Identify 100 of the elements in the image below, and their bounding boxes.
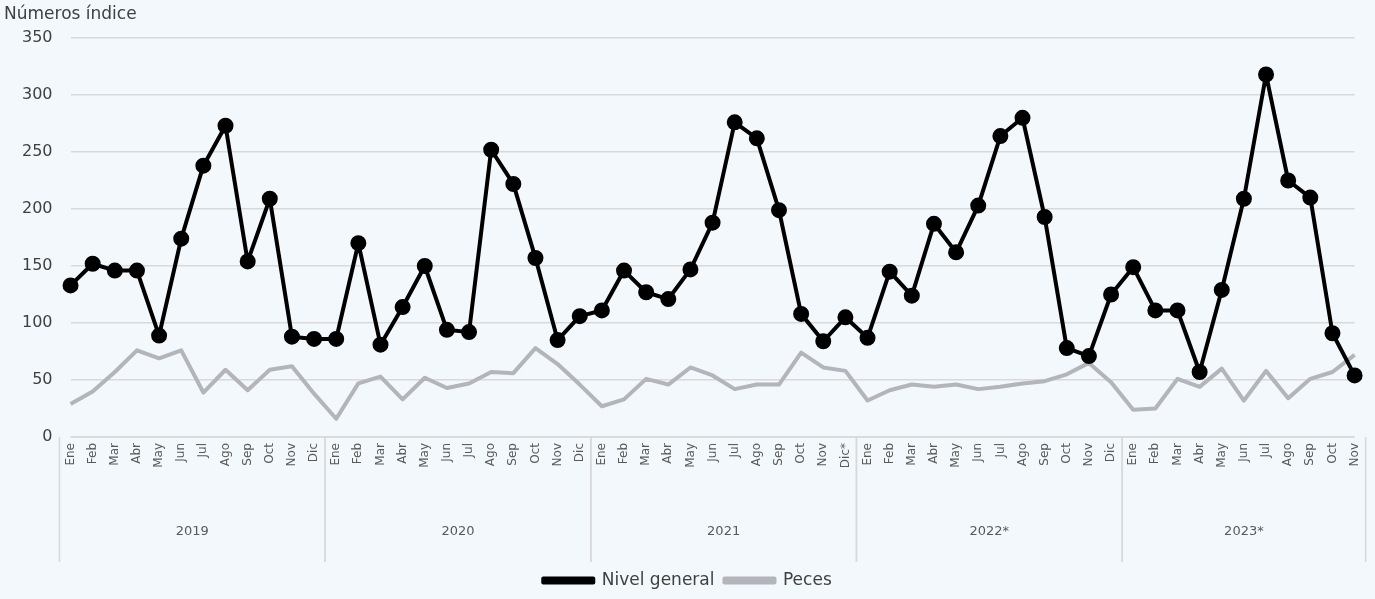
text: 2022* (969, 523, 1010, 539)
point (1080, 348, 1097, 365)
point (726, 114, 743, 131)
point (549, 332, 566, 349)
x-tick-label: Ago (1280, 443, 1295, 467)
x-tick-label: Abr (129, 442, 144, 464)
point (261, 190, 278, 207)
point (239, 253, 256, 270)
point (283, 328, 300, 345)
x-tick-label: Jul (992, 443, 1007, 459)
x-tick-label: Oct (527, 442, 542, 464)
x-tick-label: Jul (195, 443, 210, 459)
y-tick-label: 350 (21, 27, 53, 47)
x-tick-label: Jul (726, 443, 741, 459)
text: 2021 (707, 523, 741, 539)
point (660, 291, 677, 308)
point (306, 330, 323, 347)
x-tick-label: Jun (1236, 443, 1251, 463)
y-tick-label: 50 (32, 369, 53, 389)
x-tick-label: Nov (815, 443, 830, 467)
point (438, 321, 455, 338)
text: 2020 (441, 523, 475, 539)
point (748, 130, 765, 147)
point (992, 128, 1009, 145)
x-tick-label: Jun (704, 443, 719, 463)
x-tick-label: Jun (173, 443, 188, 463)
point (1235, 190, 1252, 207)
y-tick-label: 100 (21, 312, 53, 332)
point (593, 302, 610, 319)
x-tick-label: Mar (106, 442, 121, 466)
x-tick-label: Mar (372, 442, 387, 466)
point (1258, 66, 1275, 83)
x-tick-label: Sep (771, 443, 786, 466)
x-tick-label: Jul (1258, 443, 1273, 459)
point (483, 141, 500, 158)
x-tick-label: Dic* (837, 443, 852, 469)
x-tick-label: Feb (1147, 443, 1162, 465)
x-tick-label: Ago (483, 443, 498, 467)
x-tick-label: Oct (1324, 442, 1339, 464)
y-tick-label: 150 (21, 255, 53, 275)
x-tick-label: Mar (903, 442, 918, 466)
x-tick-label: Oct (1058, 442, 1073, 464)
point (770, 202, 787, 219)
legend-label: Peces (782, 568, 832, 589)
point (704, 214, 721, 231)
point (1280, 172, 1297, 189)
text: 2019 (175, 523, 209, 539)
x-tick-label: Ago (217, 443, 232, 467)
point (151, 327, 168, 344)
x-tick-label: Nov (1081, 443, 1096, 467)
point (195, 157, 212, 174)
x-tick-label: Nov (549, 443, 564, 467)
x-tick-label: Ago (1014, 443, 1029, 467)
point (1058, 340, 1075, 357)
point (84, 255, 101, 272)
x-tick-label: Ene (594, 443, 608, 466)
point (793, 305, 810, 322)
text: 2023* (1224, 523, 1265, 539)
x-tick-label: May (948, 443, 963, 468)
point (837, 309, 854, 326)
x-tick-label: Ene (328, 443, 343, 466)
point (106, 262, 123, 279)
x-tick-label: May (682, 443, 697, 468)
point (350, 235, 367, 252)
x-tick-label: May (416, 443, 431, 468)
point (948, 244, 965, 261)
point (571, 308, 588, 325)
point (1036, 208, 1053, 225)
x-tick-label: Dic (571, 443, 586, 463)
point (1147, 302, 1164, 319)
point (815, 333, 832, 350)
x-tick-label: Ene (1125, 443, 1140, 466)
point (505, 175, 522, 192)
point (1346, 367, 1363, 384)
point (173, 230, 190, 247)
x-tick-label: Abr (394, 442, 409, 464)
point (970, 197, 987, 214)
x-tick-label: Abr (660, 442, 675, 464)
point (1125, 259, 1142, 276)
point (217, 117, 234, 134)
point (527, 250, 544, 267)
x-tick-label: Sep (1036, 443, 1051, 466)
x-tick-label: Nov (1346, 443, 1361, 467)
x-tick-label: Jul (461, 443, 476, 459)
point (62, 277, 79, 294)
x-tick-label: Mar (1169, 442, 1184, 466)
point (1169, 302, 1186, 319)
x-tick-label: Ago (748, 443, 763, 467)
point (616, 262, 633, 279)
point (1191, 364, 1208, 381)
y-tick-label: 0 (42, 426, 53, 446)
x-tick-label: Oct (793, 442, 808, 464)
x-tick-label: Dic (306, 443, 321, 463)
x-tick-label: Feb (881, 443, 896, 465)
x-tick-label: Sep (505, 443, 520, 466)
x-tick-label: Sep (239, 443, 254, 466)
point (1014, 109, 1031, 126)
x-tick-label: Jun (970, 443, 985, 463)
legend-label: Nivel general (601, 568, 715, 589)
x-tick-label: Dic (1103, 443, 1118, 463)
